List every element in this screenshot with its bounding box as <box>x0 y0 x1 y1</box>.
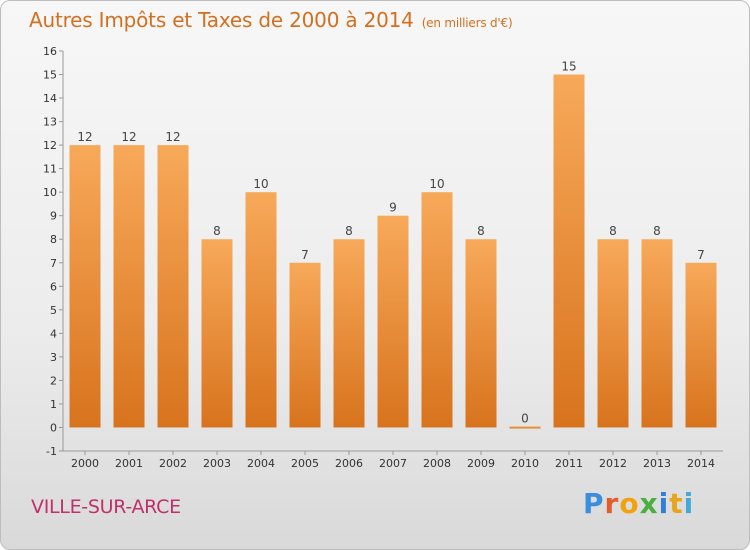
data-label: 7 <box>301 248 309 262</box>
x-tick-label: 2012 <box>599 457 627 470</box>
bar <box>641 239 673 428</box>
y-tick-label: 2 <box>50 374 57 387</box>
y-tick-label: 1 <box>50 398 57 411</box>
data-label: 8 <box>609 224 617 238</box>
data-label: 10 <box>253 177 268 191</box>
proxiti-logo[interactable]: Proxiti <box>583 487 695 520</box>
data-label: 15 <box>561 60 576 74</box>
bar <box>333 239 365 428</box>
bar <box>553 74 585 428</box>
y-tick-label: 10 <box>43 186 57 199</box>
data-label: 10 <box>429 177 444 191</box>
place-name: VILLE-SUR-ARCE <box>31 496 181 518</box>
x-tick-label: 2014 <box>687 457 715 470</box>
bar <box>509 426 541 429</box>
x-tick-label: 2008 <box>423 457 451 470</box>
y-tick-label: 4 <box>50 327 57 340</box>
data-label: 12 <box>165 130 180 144</box>
y-tick-label: 3 <box>50 351 57 364</box>
x-tick-label: 2006 <box>335 457 363 470</box>
data-label: 8 <box>345 224 353 238</box>
x-tick-label: 2007 <box>379 457 407 470</box>
chart-title-text: Autres Impôts et Taxes de 2000 à 2014 <box>29 8 414 32</box>
y-tick-label: 9 <box>50 210 57 223</box>
bar <box>377 215 409 428</box>
x-tick-label: 2003 <box>203 457 231 470</box>
x-tick-label: 2004 <box>247 457 275 470</box>
y-tick-label: 15 <box>43 69 57 82</box>
y-tick-label: 14 <box>43 92 57 105</box>
y-tick-label: 13 <box>43 116 57 129</box>
bar <box>69 145 101 428</box>
y-tick-label: 16 <box>43 45 57 58</box>
x-tick-label: 2009 <box>467 457 495 470</box>
bar <box>289 262 321 428</box>
x-tick-label: 2000 <box>71 457 99 470</box>
y-tick-label: 12 <box>43 139 57 152</box>
bar <box>245 192 277 428</box>
x-tick-label: 2002 <box>159 457 187 470</box>
bar <box>685 262 717 428</box>
x-tick-label: 2005 <box>291 457 319 470</box>
chart-title: Autres Impôts et Taxes de 2000 à 2014 (en… <box>29 8 513 32</box>
y-tick-label: 8 <box>50 233 57 246</box>
y-tick-label: 5 <box>50 304 57 317</box>
data-label: 8 <box>653 224 661 238</box>
data-label: 12 <box>121 130 136 144</box>
x-tick-label: 2001 <box>115 457 143 470</box>
data-label: 0 <box>521 411 529 425</box>
data-label: 8 <box>477 224 485 238</box>
x-tick-label: 2010 <box>511 457 539 470</box>
y-tick-label: 6 <box>50 280 57 293</box>
y-tick-label: 7 <box>50 257 57 270</box>
x-tick-label: 2011 <box>555 457 583 470</box>
data-label: 8 <box>213 224 221 238</box>
y-tick-label: -1 <box>46 445 57 458</box>
bar <box>421 192 453 428</box>
bar <box>113 145 145 428</box>
y-tick-label: 0 <box>50 421 57 434</box>
bar <box>597 239 629 428</box>
bar <box>157 145 189 428</box>
data-label: 12 <box>77 130 92 144</box>
bar <box>201 239 233 428</box>
y-tick-label: 11 <box>43 163 57 176</box>
bar <box>465 239 497 428</box>
data-label: 9 <box>389 201 397 215</box>
chart-unit: (en milliers d'€) <box>421 16 513 30</box>
x-tick-label: 2013 <box>643 457 671 470</box>
data-label: 7 <box>697 248 705 262</box>
